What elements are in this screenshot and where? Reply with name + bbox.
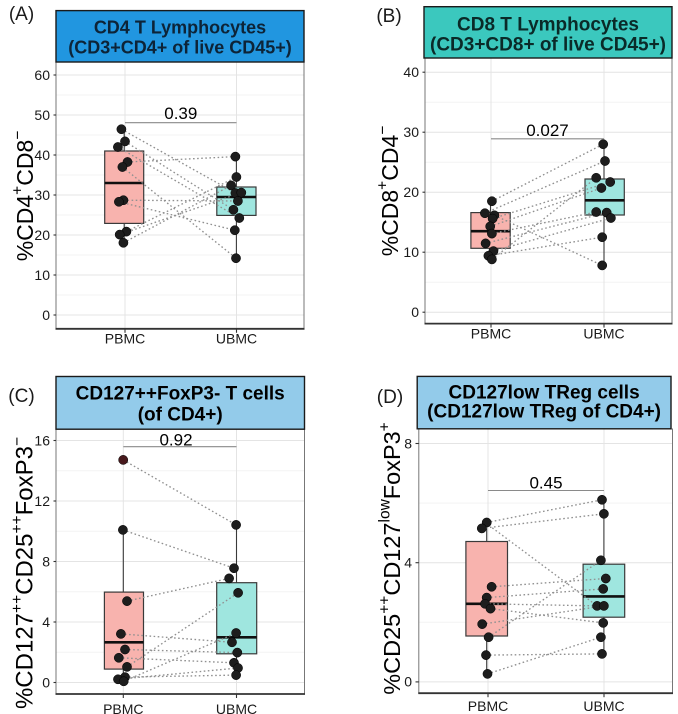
svg-text:16: 16 <box>34 432 50 448</box>
svg-text:60: 60 <box>34 67 50 83</box>
svg-text:%CD4+CD8−: %CD4+CD8− <box>10 131 39 262</box>
svg-text:(CD3+CD4+ of live CD45+): (CD3+CD4+ of live CD45+) <box>68 38 292 58</box>
svg-text:CD8 T Lymphocytes: CD8 T Lymphocytes <box>457 15 639 36</box>
svg-text:30: 30 <box>34 187 50 203</box>
svg-text:(CD127low TReg of CD4+): (CD127low TReg of CD4+) <box>427 402 661 423</box>
svg-text:20: 20 <box>403 184 419 200</box>
svg-text:%CD8+CD4−: %CD8+CD4− <box>375 126 404 257</box>
svg-text:0.45: 0.45 <box>529 474 562 493</box>
svg-text:(CD3+CD8+ of live CD45+): (CD3+CD8+ of live CD45+) <box>430 35 666 56</box>
svg-text:(D): (D) <box>377 387 403 408</box>
svg-text:CD4 T Lymphocytes: CD4 T Lymphocytes <box>94 18 266 38</box>
svg-text:UBMC: UBMC <box>583 698 624 714</box>
svg-text:CD127++FoxP3- T cells: CD127++FoxP3- T cells <box>76 384 285 405</box>
svg-text:20: 20 <box>34 227 50 243</box>
svg-text:0.92: 0.92 <box>159 431 192 450</box>
svg-text:PBMC: PBMC <box>105 331 145 347</box>
svg-text:%CD127++CD25++FoxP3−: %CD127++CD25++FoxP3− <box>9 437 39 709</box>
svg-text:PBMC: PBMC <box>471 326 511 342</box>
svg-text:CD127low TReg cells: CD127low TReg cells <box>449 382 640 403</box>
svg-text:8: 8 <box>42 553 50 569</box>
svg-text:0: 0 <box>42 674 50 690</box>
svg-text:UBMC: UBMC <box>216 331 257 347</box>
svg-text:UBMC: UBMC <box>216 701 257 714</box>
svg-text:0.027: 0.027 <box>526 121 569 140</box>
svg-text:PBMC: PBMC <box>103 701 143 714</box>
svg-text:10: 10 <box>403 244 419 260</box>
svg-text:40: 40 <box>34 147 50 163</box>
svg-text:(B): (B) <box>376 6 401 27</box>
svg-text:4: 4 <box>42 614 50 630</box>
svg-text:50: 50 <box>34 107 50 123</box>
svg-text:PBMC: PBMC <box>468 698 508 714</box>
svg-text:0: 0 <box>411 304 419 320</box>
svg-text:0: 0 <box>404 674 412 690</box>
svg-text:12: 12 <box>34 493 50 509</box>
svg-text:10: 10 <box>34 267 50 283</box>
svg-text:(A): (A) <box>9 4 34 25</box>
svg-text:0.39: 0.39 <box>164 104 197 123</box>
svg-text:30: 30 <box>403 124 419 140</box>
svg-text:%CD25++CD127lowFoxP3+: %CD25++CD127lowFoxP3+ <box>377 422 406 695</box>
svg-text:40: 40 <box>403 64 419 80</box>
svg-text:0: 0 <box>42 307 50 323</box>
svg-text:8: 8 <box>404 435 412 451</box>
svg-text:UBMC: UBMC <box>583 326 624 342</box>
svg-text:(of CD4+): (of CD4+) <box>138 404 223 425</box>
svg-text:4: 4 <box>404 555 412 571</box>
svg-text:(C): (C) <box>8 386 34 407</box>
